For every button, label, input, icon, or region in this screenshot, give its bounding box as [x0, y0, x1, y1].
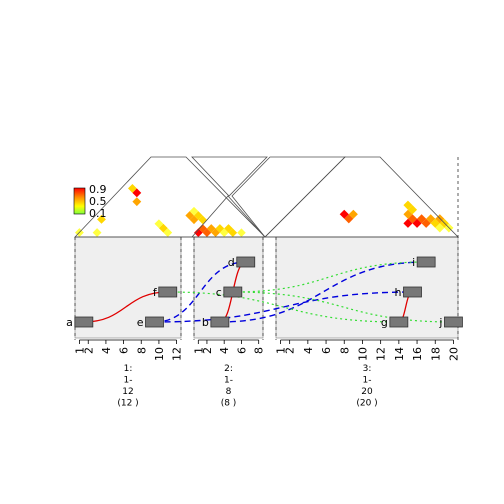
- axis-tick-label: 18: [429, 347, 442, 361]
- feature-box-b: [210, 316, 230, 328]
- feature-label-e: e: [137, 316, 144, 329]
- feature-label-h: h: [395, 286, 402, 299]
- axis-tick-label: 8: [253, 347, 266, 354]
- triangle-outline-layer: [74, 156, 459, 238]
- heatmap-cell: [403, 209, 413, 219]
- feature-box-c: [223, 286, 243, 298]
- heatmap-cell: [189, 206, 199, 216]
- feature-box-g: [389, 316, 409, 328]
- heatmap-cell: [163, 228, 173, 237]
- heatmap-cell: [407, 214, 418, 224]
- feature-box-d: [236, 256, 256, 268]
- heatmap-cell: [403, 218, 413, 228]
- feature-label-d: d: [228, 256, 235, 269]
- axis-tick-label: 2: [201, 347, 214, 354]
- heatmap-cell: [132, 197, 142, 207]
- heatmap-layer: [75, 184, 454, 237]
- heatmap-cell: [421, 218, 431, 228]
- legend-label-mid: 0.5: [89, 195, 107, 208]
- axis-tick-label: 6: [118, 347, 131, 354]
- feature-box-j: [444, 316, 463, 328]
- link-c-i: [232, 261, 427, 293]
- legend-label-low: 0.1: [89, 207, 107, 220]
- panel-label-line: (12 ): [117, 399, 138, 409]
- axis-tick-label: 8: [135, 347, 148, 354]
- axis-tick-label: 4: [302, 347, 315, 354]
- axis-tick-label: 12: [171, 347, 184, 361]
- axis-layer: 12 4 6 8 10 121:1-12(12 )12 4 6 82:1-8(8 )12 4 6 8 1…: [73, 339, 460, 409]
- heatmap-cell: [426, 214, 436, 224]
- heatmap-cell: [92, 228, 102, 237]
- interaction-triangle-outline: [191, 156, 268, 197]
- panel-label-line: 20: [361, 387, 373, 397]
- panel-label-line: (8 ): [221, 399, 237, 409]
- heatmap-cell: [403, 200, 413, 210]
- feature-label-b: b: [202, 316, 209, 329]
- link-a-f: [83, 291, 168, 323]
- interaction-triangle-outline: [231, 156, 346, 238]
- link-f-g: [167, 291, 399, 323]
- heatmap-cell: [158, 223, 168, 233]
- axis-tick-label: 10: [153, 347, 166, 361]
- axis-tick-label: 8: [338, 347, 351, 354]
- axis-tick-label: 1: [73, 347, 86, 354]
- heatmap-cell: [412, 218, 422, 228]
- panel-label-line: 1:: [124, 364, 133, 374]
- link-e-h: [154, 291, 413, 323]
- feature-label-j: j: [438, 316, 442, 329]
- axis-tick-label: 16: [411, 347, 424, 361]
- panel-label-line: 1-: [224, 376, 233, 386]
- heatmap-cell: [348, 209, 358, 219]
- axis-tick-label: 6: [235, 347, 248, 354]
- heatmap-cell: [435, 223, 445, 233]
- feature-label-a: a: [66, 316, 73, 329]
- panel-label-line: (20 ): [356, 399, 377, 409]
- heatmap-cell: [339, 209, 349, 219]
- feature-label-i: i: [412, 256, 415, 269]
- axis-tick-label: 14: [393, 347, 406, 361]
- link-e-d: [154, 261, 246, 323]
- feature-box-h: [403, 286, 422, 298]
- axis-tick-label: 2: [284, 347, 297, 354]
- axis-tick-label: 2: [82, 347, 95, 354]
- legend-color-bar: [73, 187, 86, 215]
- panel-label-line: 12: [122, 387, 133, 397]
- panel-label-line: 1-: [363, 376, 372, 386]
- heatmap-cell: [344, 214, 354, 224]
- heatmap-cell: [407, 205, 418, 215]
- feature-layer: a e f b c d g h i j: [66, 256, 463, 329]
- panel-label-line: 2:: [224, 364, 233, 374]
- heatmap-cell: [228, 228, 238, 237]
- axis-tick-label: 1: [192, 347, 205, 354]
- axis-tick-label: 4: [100, 347, 113, 354]
- heatmap-cell: [128, 184, 137, 193]
- panel-label-line: 3:: [363, 364, 372, 374]
- axis-tick-label: 10: [356, 347, 369, 361]
- heatmap-cell: [97, 214, 106, 224]
- axis-tick-label: 1: [275, 347, 288, 354]
- link-b-i: [219, 261, 427, 323]
- feature-box-i: [416, 256, 436, 268]
- panel-label-line: 8: [226, 387, 232, 397]
- feature-label-c: c: [216, 286, 222, 299]
- feature-label-f: f: [153, 286, 158, 299]
- heatmap-cell: [417, 214, 427, 224]
- axis-tick-label: 12: [375, 347, 388, 361]
- feature-box-e: [145, 316, 164, 328]
- feature-box-a: [74, 316, 94, 328]
- panel-background-3: [275, 236, 459, 339]
- feature-label-g: g: [381, 316, 388, 329]
- feature-box-f: [158, 286, 178, 298]
- axis-tick-label: 6: [320, 347, 333, 354]
- legend-label-high: 0.9: [89, 183, 107, 196]
- link-c-j: [232, 291, 454, 323]
- panel-label-line: 1-: [124, 376, 133, 386]
- axis-tick-label: 4: [218, 347, 231, 354]
- heatmap-cell: [237, 228, 246, 237]
- color-legend: 0.9 0.5 0.1: [73, 183, 107, 220]
- axis-tick-label: 20: [447, 347, 460, 361]
- heatmap-cell: [154, 219, 164, 229]
